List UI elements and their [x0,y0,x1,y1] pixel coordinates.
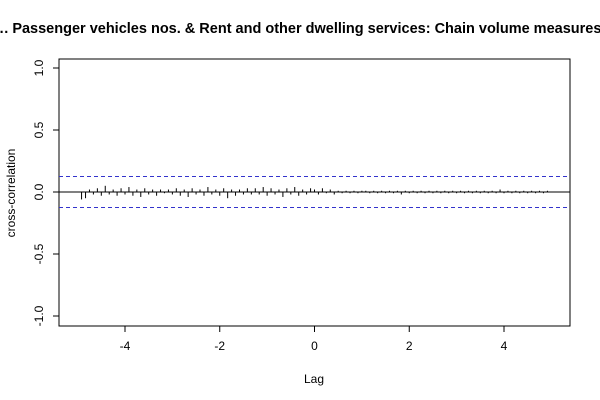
x-tick-label: 0 [311,339,318,353]
y-axis-label: cross-correlation [4,149,18,238]
y-tick-label: 0.5 [32,121,46,138]
x-axis: -4 -2 0 2 4 [120,325,508,353]
y-axis: -1.0 -0.5 0.0 0.5 1.0 [32,59,60,326]
y-tick-label: 1.0 [32,59,46,76]
y-tick-label: -0.5 [32,243,46,264]
confidence-bounds [59,176,570,208]
chart-title: …. Passenger vehicles nos. & Rent and ot… [0,21,600,37]
x-tick-label: -4 [120,339,131,353]
ccf-bars [81,185,548,200]
x-tick-label: 4 [501,339,508,353]
x-axis-label: Lag [304,372,324,386]
x-tick-label: -2 [214,339,225,353]
y-tick-label: 0.0 [32,183,46,200]
y-tick-label: -1.0 [32,305,46,326]
x-tick-label: 2 [406,339,413,353]
